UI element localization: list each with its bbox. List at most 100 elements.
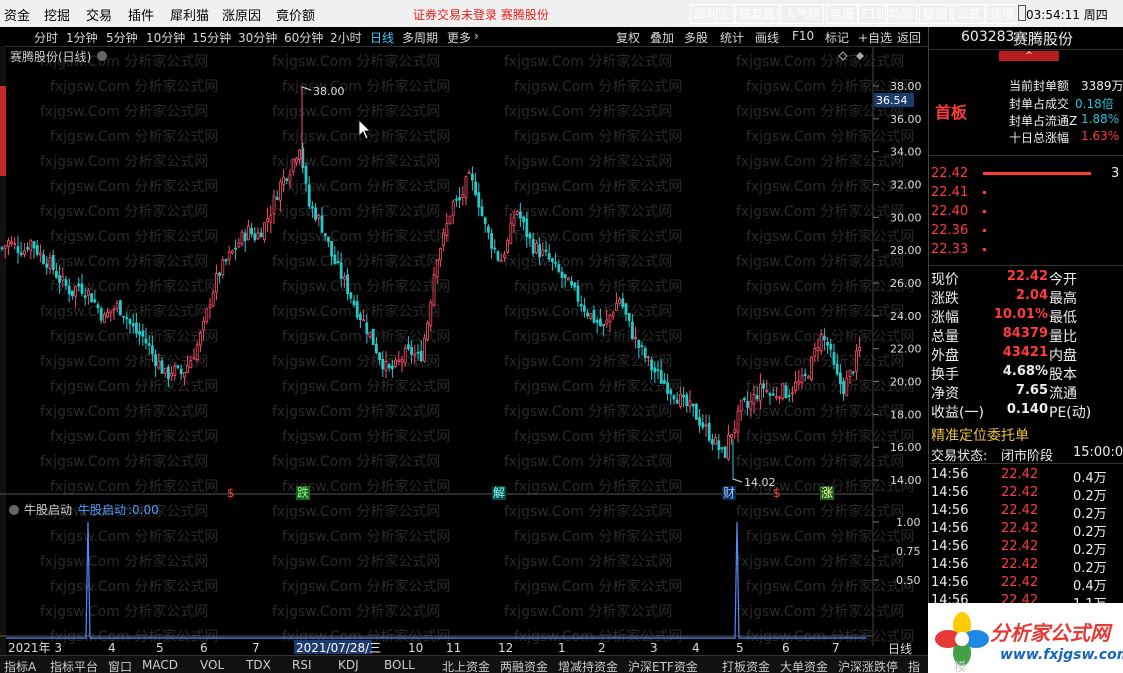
candle-body — [839, 372, 842, 384]
quote-label-right: 股本 — [1049, 367, 1077, 383]
candle-body — [826, 342, 829, 346]
indicator-tab[interactable]: MACD — [142, 658, 178, 672]
indicator-tab[interactable]: 两融资金 — [500, 660, 549, 673]
time-tick-label: 7 — [252, 641, 260, 655]
indicator-tab[interactable]: 沪深涨跌停 — [838, 660, 899, 673]
price-tick-label: 24.00 — [890, 310, 922, 323]
indicator-tab[interactable]: 指标A — [4, 660, 37, 673]
function-button[interactable]: 功能 — [885, 4, 918, 24]
period-2hour[interactable]: 2小时 — [330, 31, 362, 45]
indicator-tab[interactable]: BOLL — [384, 658, 415, 672]
diamond-filled-icon[interactable] — [856, 52, 864, 60]
event-marker[interactable]: $ — [773, 486, 781, 500]
indicator-tab[interactable]: 大单资金 — [780, 660, 829, 673]
period-daily[interactable]: 日线 — [370, 31, 395, 45]
back-button[interactable]: 返回 — [897, 31, 922, 45]
indicator-tab[interactable]: 北上资金 — [442, 660, 491, 673]
menu-item-plugins[interactable]: 插件 — [128, 9, 155, 24]
event-marker[interactable]: 财 — [723, 486, 735, 500]
menu-item-mining[interactable]: 挖掘 — [44, 9, 71, 24]
mark-button[interactable]: 标记 — [825, 31, 850, 45]
indicator-tab[interactable]: TDX — [246, 658, 271, 672]
restore-rights-button[interactable]: 复权 — [616, 31, 641, 45]
indicator-tab[interactable]: RSI — [292, 658, 312, 672]
menu-item-rise-reason[interactable]: 涨原因 — [222, 9, 262, 24]
period-intraday[interactable]: 分时 — [34, 31, 59, 45]
menu-item-xilimao[interactable]: 犀利猫 — [170, 9, 210, 24]
popularity-button[interactable]: 人气榜 — [780, 4, 825, 24]
period-10min[interactable]: 10分钟 — [146, 31, 186, 45]
watermark-text: fxjgsw.Com 分析家公式网 — [514, 128, 682, 145]
indicator-tab[interactable]: 打板资金 — [722, 660, 771, 673]
period-15min[interactable]: 15分钟 — [192, 31, 232, 45]
order-link[interactable]: 精准定位委托单 — [931, 428, 1029, 444]
overlay-button[interactable]: 叠加 — [650, 31, 675, 45]
indicator-tab[interactable]: VOL — [200, 658, 225, 672]
watermark-text: fxjgsw.Com 分析家公式网 — [40, 453, 208, 470]
multi-stock-button[interactable]: 多股 — [684, 31, 709, 45]
telegraph-button[interactable]: 电报 — [826, 4, 859, 24]
indicator-tab[interactable]: 指标平台 — [50, 660, 99, 673]
period-30min[interactable]: 30分钟 — [238, 31, 278, 45]
candle-body — [448, 215, 452, 225]
time-tick-label: 10 — [408, 641, 423, 655]
options-button[interactable]: 选项 — [986, 4, 1019, 24]
watermark-text: fxjgsw.Com 分析家公式网 — [282, 378, 450, 395]
candle-body — [765, 390, 769, 392]
event-marker[interactable]: 解 — [493, 486, 505, 500]
period-1min[interactable]: 1分钟 — [66, 31, 98, 45]
formula-button[interactable]: 公式 — [953, 4, 986, 24]
period-5min[interactable]: 5分钟 — [106, 31, 138, 45]
current-price-label: 36.54 — [876, 94, 908, 107]
indicator-tab[interactable]: 指标B — [908, 660, 921, 673]
collapse-icon[interactable]: ^ — [999, 51, 1059, 61]
chevron-right-icon[interactable]: › — [474, 29, 479, 43]
menu-item-bid-amount[interactable]: 竟价额 — [276, 9, 316, 24]
menu-item-funds[interactable]: 资金 — [4, 9, 31, 24]
add-watchlist-button[interactable]: +自选 — [858, 31, 893, 45]
kline-chart[interactable]: fxjgsw.Com 分析家公式网 fxjgsw.Com 分析家公式网 fxjgsw… — [0, 46, 928, 655]
period-more[interactable]: 更多 — [447, 31, 472, 45]
quick-review-button[interactable]: 快复盘 — [735, 4, 780, 24]
indicator-tab[interactable]: 沪深ETF资金 — [628, 660, 698, 673]
candle-body — [198, 332, 202, 346]
candle-body — [592, 310, 596, 323]
candle-body — [419, 350, 423, 362]
candle-body — [778, 396, 781, 399]
event-marker[interactable]: 涨 — [821, 485, 833, 500]
menu-item-trade[interactable]: 交易 — [86, 9, 113, 24]
layout-button[interactable]: 版面 — [919, 4, 952, 24]
watermark-text: fxjgsw.Com 分析家公式网 — [514, 378, 682, 395]
candle-body — [522, 216, 525, 223]
candle-body — [538, 244, 541, 258]
window-control-icon[interactable] — [1018, 5, 1026, 21]
event-marker[interactable]: 跌 — [297, 485, 309, 500]
chart-options-icon[interactable] — [97, 51, 107, 61]
xilibao-button[interactable]: 犀利宝 — [690, 4, 735, 24]
diamond-icon[interactable] — [838, 51, 848, 61]
draw-line-button[interactable]: 画线 — [755, 31, 780, 45]
event-marker[interactable]: $ — [227, 486, 235, 500]
price-tick-label: 36.00 — [890, 113, 922, 126]
side-tab-active[interactable] — [0, 86, 6, 176]
candle-body — [314, 207, 318, 220]
stock-name: 赛腾股份 — [1013, 30, 1074, 48]
watermark-text: fxjgsw.Com 分析家公式网 — [514, 528, 682, 545]
candle-body — [416, 351, 420, 354]
candle-body — [368, 332, 372, 338]
f10-button[interactable]: F10 — [858, 4, 889, 24]
indicator-tab[interactable]: 窗口 — [108, 660, 133, 673]
indicator-tab[interactable]: KDJ — [338, 658, 359, 672]
period-60min[interactable]: 60分钟 — [284, 31, 324, 45]
watermark-text: fxjgsw.Com 分析家公式网 — [504, 53, 672, 70]
candle-body — [294, 158, 298, 163]
indicator-tab[interactable]: 模板 — [954, 660, 967, 673]
candle-body — [422, 337, 426, 362]
candle-body — [567, 277, 570, 281]
indicator-tab[interactable]: 增减持资金 — [558, 660, 619, 673]
statistics-button[interactable]: 统计 — [720, 31, 745, 45]
indicator-options-icon[interactable] — [9, 505, 19, 515]
f10-toolbar-button[interactable]: F10 — [792, 29, 815, 43]
period-multi[interactable]: 多周期 — [402, 31, 439, 45]
candle-body — [179, 368, 183, 375]
